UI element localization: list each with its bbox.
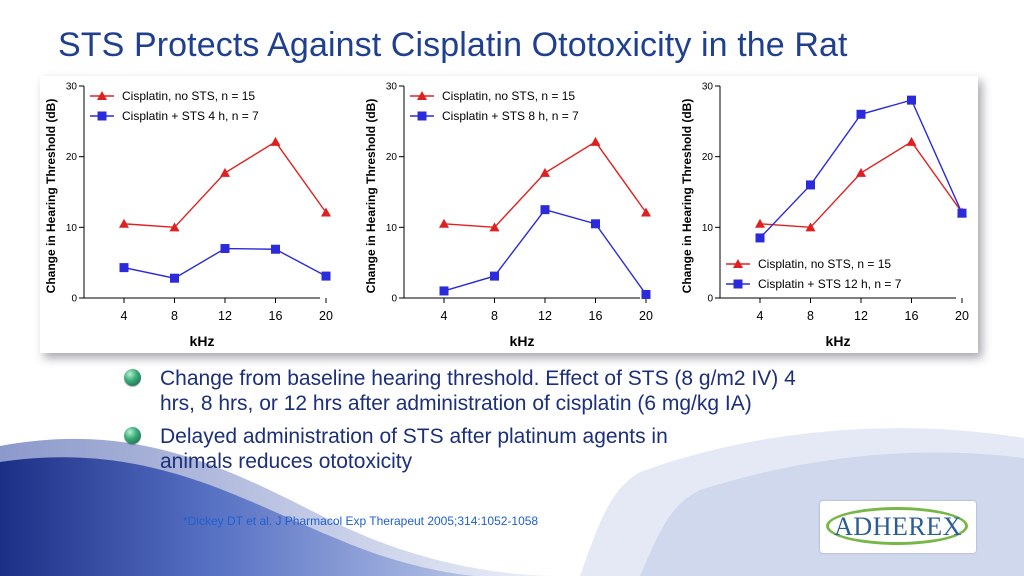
series-line-1 [759, 140, 963, 229]
data-point-series-1 [439, 218, 449, 228]
data-point-series-2 [321, 271, 331, 281]
legend-marker [733, 259, 743, 268]
x-axis-label: kHz [826, 333, 851, 349]
chart-2: 0 10 20 30 4 8 12 16 20 kHz Change in Hearing Thre… [364, 82, 653, 350]
y-tick-label: 20 [66, 152, 78, 163]
data-point-series-2 [439, 286, 449, 296]
chart-1: 0 10 20 30 4 8 12 16 20 kHz Change in Hearing Thre… [44, 82, 333, 350]
x-tick-label: 16 [589, 309, 603, 323]
data-point-series-2 [119, 263, 129, 273]
legend-label: Cisplatin + STS 8 h, n = 7 [442, 109, 579, 123]
x-tick-label: 4 [757, 309, 764, 323]
x-tick-label: 4 [121, 309, 128, 323]
x-tick-label: 20 [955, 309, 969, 323]
y-tick-label: 0 [71, 294, 77, 305]
data-point-series-2 [490, 271, 499, 281]
bullet-text: Delayed administration of STS after plat… [160, 425, 668, 473]
adherex-logo: ADHEREX [820, 501, 976, 553]
x-tick-label: 12 [854, 309, 868, 323]
x-axis-label: kHz [510, 333, 535, 349]
series-line-1 [443, 140, 647, 229]
x-tick-label: 4 [441, 309, 448, 323]
legend-marker [97, 111, 107, 121]
legend-marker [417, 91, 427, 100]
data-point-series-2 [806, 180, 815, 190]
series-line-2 [443, 208, 647, 295]
data-point-series-2 [957, 208, 967, 218]
data-point-series-1 [540, 167, 550, 177]
legend-label: Cisplatin + STS 4 h, n = 7 [122, 109, 259, 123]
x-tick-label: 20 [639, 309, 653, 323]
data-point-series-2 [271, 244, 280, 254]
x-tick-label: 8 [807, 309, 814, 323]
data-point-series-1 [119, 218, 129, 228]
data-point-series-2 [591, 219, 600, 229]
data-point-series-2 [540, 205, 550, 215]
data-point-series-1 [856, 167, 866, 177]
x-tick-label: 8 [171, 309, 178, 323]
bullet-text: Change from baseline hearing threshold. … [160, 367, 796, 415]
y-axis-label: Change in Hearing Threshold (dB) [680, 99, 694, 294]
legend-label: Cisplatin, no STS, n = 15 [758, 257, 891, 271]
y-tick-label: 30 [386, 82, 398, 93]
legend-label: Cisplatin + STS 12 h, n = 7 [758, 277, 902, 291]
figure-panel: 0 10 20 30 4 8 12 16 20 kHz Change in Hearing Thre… [40, 76, 978, 353]
y-axis-label: Change in Hearing Threshold (dB) [364, 99, 378, 294]
charts-canvas: 0 10 20 30 4 8 12 16 20 kHz Change in Hearing Thre… [44, 82, 969, 350]
x-tick-label: 8 [491, 309, 498, 323]
legend-marker [97, 91, 107, 100]
y-tick-label: 20 [386, 152, 398, 163]
y-tick-label: 10 [66, 223, 78, 234]
x-axis-label: kHz [190, 333, 215, 349]
data-point-series-1 [270, 136, 281, 146]
data-point-series-1 [906, 136, 917, 146]
data-point-series-1 [220, 167, 230, 177]
slide-title: STS Protects Against Cisplatin Ototoxici… [58, 26, 848, 64]
data-point-series-1 [489, 222, 500, 232]
data-point-series-2 [755, 233, 765, 243]
x-tick-label: 12 [218, 309, 232, 323]
data-point-series-2 [641, 289, 651, 299]
logo-text: ADHEREX [834, 512, 962, 541]
legend-label: Cisplatin, no STS, n = 15 [442, 89, 575, 103]
green-sphere-bullet-icon [124, 369, 141, 386]
y-tick-label: 10 [386, 223, 398, 234]
legend-label: Cisplatin, no STS, n = 15 [122, 89, 255, 103]
data-point-series-1 [755, 218, 765, 228]
data-point-series-1 [641, 207, 651, 217]
data-point-series-1 [321, 207, 331, 217]
chart-3: 0 10 20 30 4 8 12 16 20 kHz Change in Hearing Thre… [680, 82, 969, 350]
y-tick-label: 10 [702, 223, 714, 234]
y-tick-label: 0 [707, 294, 713, 305]
bullet-list: Change from baseline hearing threshold. … [122, 366, 822, 482]
data-point-series-1 [169, 222, 180, 232]
y-axis-label: Change in Hearing Threshold (dB) [44, 99, 58, 294]
x-tick-label: 16 [269, 309, 283, 323]
logo-ring [826, 507, 968, 545]
bullet-item: Change from baseline hearing threshold. … [122, 366, 800, 416]
y-tick-label: 30 [702, 82, 714, 93]
x-tick-label: 12 [538, 309, 552, 323]
bullet-item: Delayed administration of STS after plat… [122, 424, 680, 474]
series-line-1 [123, 140, 327, 229]
citation: *Dickey DT et al. J Pharmacol Exp Therap… [183, 514, 539, 528]
x-tick-label: 16 [905, 309, 919, 323]
y-tick-label: 20 [702, 152, 714, 163]
x-tick-label: 20 [319, 309, 333, 323]
data-point-series-2 [907, 95, 916, 105]
green-sphere-bullet-icon [124, 427, 141, 444]
data-point-series-2 [856, 109, 866, 119]
data-point-series-2 [170, 273, 179, 283]
y-tick-label: 30 [66, 82, 78, 93]
legend-marker [417, 111, 427, 121]
data-point-series-1 [590, 136, 601, 146]
data-point-series-2 [220, 244, 230, 254]
legend-marker [733, 279, 743, 289]
y-tick-label: 0 [391, 294, 397, 305]
data-point-series-1 [805, 222, 816, 232]
